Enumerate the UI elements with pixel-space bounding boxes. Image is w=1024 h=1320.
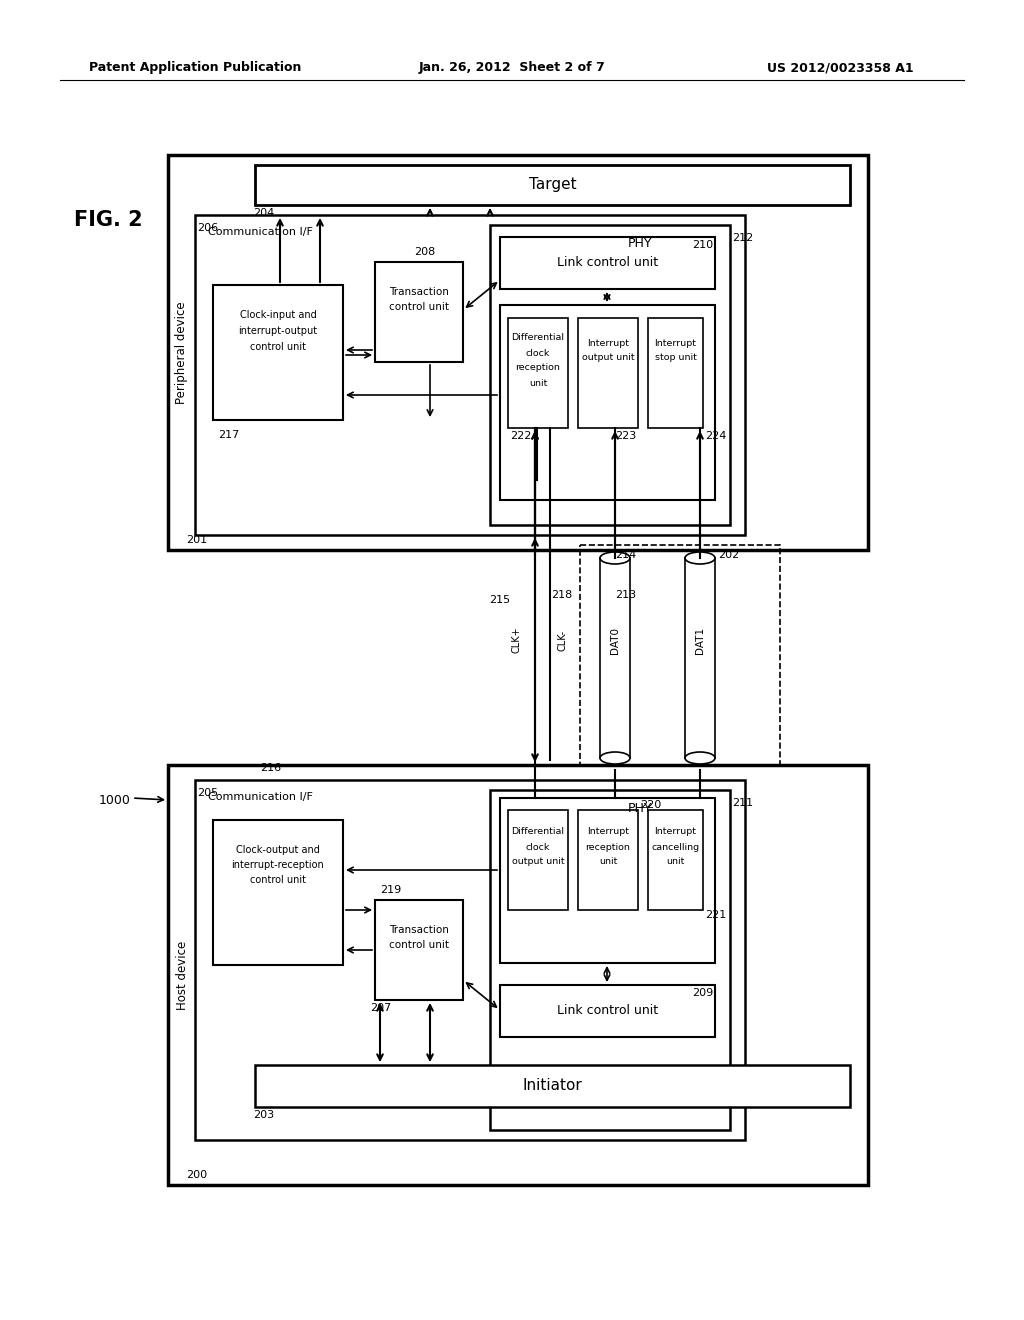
Bar [490,224,730,525]
Bar [500,985,715,1038]
Text: 219: 219 [380,884,401,895]
Text: Transaction: Transaction [389,286,449,297]
Text: PHY: PHY [628,803,652,814]
Text: Communication I/F: Communication I/F [208,227,312,238]
Text: 220: 220 [640,800,662,810]
Text: Communication I/F: Communication I/F [208,792,312,803]
Bar [500,799,715,964]
Text: Differential: Differential [512,334,564,342]
Text: unit: unit [599,858,617,866]
Text: 212: 212 [732,234,754,243]
Text: DAT0: DAT0 [610,627,620,653]
Bar [490,789,730,1130]
Bar [255,1065,850,1107]
Text: US 2012/0023358 A1: US 2012/0023358 A1 [767,62,913,74]
Bar [168,154,868,550]
Text: Host device: Host device [175,940,188,1010]
Text: stop unit: stop unit [654,354,696,363]
Text: Clock-output and: Clock-output and [237,845,319,855]
Text: control unit: control unit [250,875,306,884]
Bar [213,285,343,420]
Text: 201: 201 [186,535,207,545]
Text: 214: 214 [615,550,636,560]
Text: control unit: control unit [389,940,449,950]
Bar [195,780,745,1140]
Text: CLK+: CLK+ [512,627,522,653]
Bar [255,165,850,205]
Text: 218: 218 [551,590,572,601]
Text: 209: 209 [692,987,713,998]
Text: FIG. 2: FIG. 2 [74,210,142,230]
Text: unit: unit [528,379,547,388]
Bar [375,261,463,362]
Bar [508,318,568,428]
Text: output unit: output unit [582,354,634,363]
Ellipse shape [685,552,715,564]
Text: clock: clock [525,842,550,851]
Text: 200: 200 [186,1170,207,1180]
Text: 202: 202 [718,550,739,560]
Text: 204: 204 [253,209,274,218]
Text: 215: 215 [488,595,510,605]
Bar [578,810,638,909]
Text: Link control unit: Link control unit [557,1005,658,1018]
Bar [195,215,745,535]
Ellipse shape [600,552,630,564]
Text: 217: 217 [218,430,240,440]
Text: 203: 203 [253,1110,274,1119]
Text: reception: reception [586,842,631,851]
Text: Link control unit: Link control unit [557,256,658,269]
Text: 222: 222 [510,432,531,441]
Text: Interrupt: Interrupt [654,338,696,347]
Text: control unit: control unit [389,302,449,312]
Text: Jan. 26, 2012  Sheet 2 of 7: Jan. 26, 2012 Sheet 2 of 7 [419,62,605,74]
Text: Differential: Differential [512,828,564,837]
Bar [500,238,715,289]
Text: 205: 205 [197,788,218,799]
Bar [168,766,868,1185]
Text: Peripheral device: Peripheral device [175,301,188,404]
Bar [375,900,463,1001]
Bar [508,810,568,909]
Text: control unit: control unit [250,342,306,352]
Bar [648,810,703,909]
Text: Interrupt: Interrupt [654,828,696,837]
Text: clock: clock [525,348,550,358]
Text: 213: 213 [615,590,636,601]
Text: 211: 211 [732,799,753,808]
Text: Transaction: Transaction [389,925,449,935]
Ellipse shape [685,752,715,764]
Text: Initiator: Initiator [522,1078,583,1093]
Text: Clock-input and: Clock-input and [240,310,316,319]
Text: 207: 207 [370,1003,391,1012]
Text: interrupt-reception: interrupt-reception [231,861,325,870]
Text: PHY: PHY [628,238,652,249]
Text: CLK-: CLK- [557,630,567,651]
Text: reception: reception [515,363,560,372]
Text: DAT1: DAT1 [695,627,705,653]
Text: cancelling: cancelling [651,842,699,851]
Text: output unit: output unit [512,858,564,866]
Text: 216: 216 [260,763,282,774]
Ellipse shape [600,752,630,764]
Text: unit: unit [667,858,685,866]
Text: interrupt-output: interrupt-output [239,326,317,337]
Text: 221: 221 [705,909,726,920]
Text: Patent Application Publication: Patent Application Publication [89,62,301,74]
Text: 1000: 1000 [99,793,131,807]
Bar [213,820,343,965]
Text: 206: 206 [197,223,218,234]
Text: Target: Target [528,177,577,193]
Text: Interrupt: Interrupt [587,338,629,347]
Text: 224: 224 [705,432,726,441]
Bar [578,318,638,428]
Bar [580,545,780,770]
Text: 223: 223 [614,432,636,441]
Text: 210: 210 [692,240,713,249]
Bar [500,305,715,500]
Text: 208: 208 [414,247,435,257]
Text: Interrupt: Interrupt [587,828,629,837]
Bar [648,318,703,428]
